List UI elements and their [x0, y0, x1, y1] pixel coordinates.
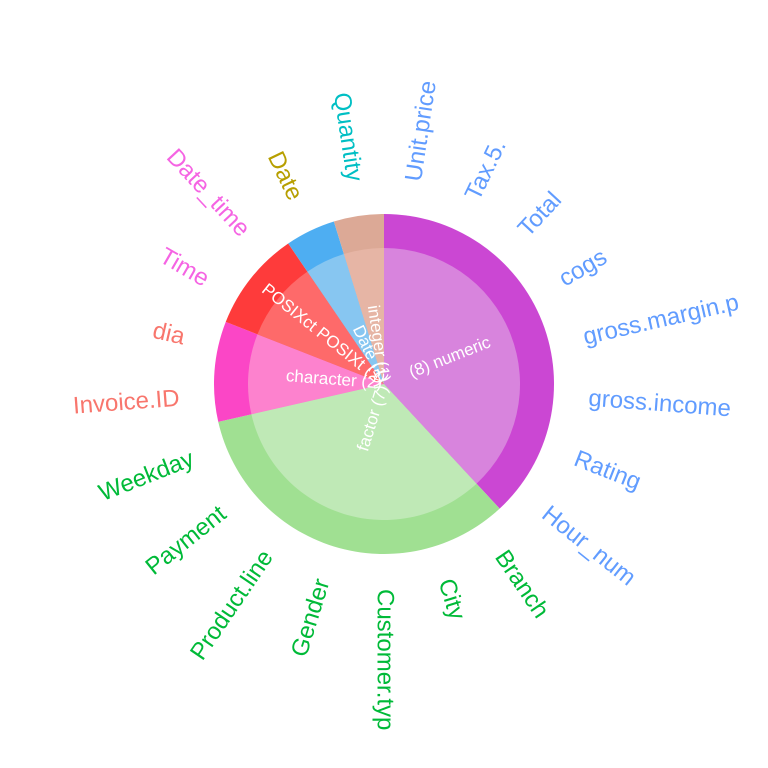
inner-segment-integer-1	[343, 248, 384, 384]
variable-label-quantity: Quantity	[328, 91, 368, 183]
inner-segment-date-1	[307, 254, 384, 384]
inner-segment-factor-7	[251, 384, 477, 520]
variable-label-branch: Branch	[489, 545, 554, 623]
variable-label-product-line: Product.line	[185, 545, 279, 665]
variable-label-invoice-id: Invoice.ID	[72, 385, 180, 420]
inner-ring	[247, 248, 520, 520]
inner-segment-8-numeric	[384, 248, 520, 484]
variable-label-gross-margin-p: gross.margin.p	[581, 289, 742, 351]
variable-label-rating: Rating	[570, 445, 644, 495]
variable-label-cogs: cogs	[554, 243, 611, 292]
variable-label-payment: Payment	[141, 500, 232, 580]
variable-label-total: Total	[513, 187, 567, 243]
variable-label-weekday: Weekday	[95, 445, 198, 507]
variable-label-tax-5: Tax.5.	[460, 135, 512, 204]
variable-label-dia: dia	[150, 317, 188, 351]
variable-label-unit-price: Unit.price	[400, 79, 442, 183]
variable-label-hour-num: Hour_num	[537, 500, 641, 591]
variable-label-date-time: Date_time	[161, 144, 255, 243]
inner-segment-character-2	[247, 334, 384, 415]
variable-label-customer-typ: Customer.typ	[372, 589, 399, 730]
variable-label-gender: Gender	[286, 576, 335, 660]
inner-segment-posixct-posixt-2	[257, 271, 384, 384]
variable-label-date: Date	[262, 147, 308, 204]
variable-label-city: City	[433, 576, 471, 623]
variable-label-time: Time	[155, 243, 214, 293]
variable-label-gross-income: gross.income	[588, 385, 732, 423]
